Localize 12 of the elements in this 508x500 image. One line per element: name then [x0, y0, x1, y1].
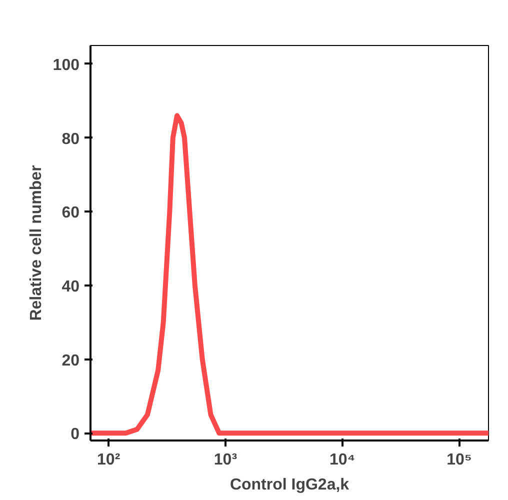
y-tick-label: 40	[62, 278, 80, 296]
y-tick-label: 80	[62, 130, 80, 148]
y-tick-label: 0	[70, 426, 80, 444]
x-tick-label: 10⁵	[446, 452, 472, 468]
x-axis-title: Control IgG2a,k	[230, 476, 350, 494]
y-tick-label: 60	[62, 204, 80, 222]
y-tick-label: 100	[52, 56, 80, 74]
x-tick-label: 10³	[214, 452, 238, 468]
x-tick-label: 10⁴	[330, 452, 356, 468]
x-tick-label: 10²	[97, 452, 120, 468]
y-tick-label: 20	[62, 352, 80, 370]
y-axis-title: Relative cell number	[28, 165, 45, 321]
